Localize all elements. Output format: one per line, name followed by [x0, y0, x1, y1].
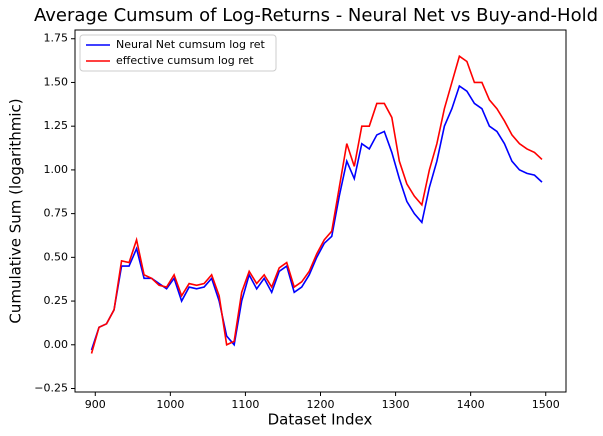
legend-label: Neural Net cumsum log ret	[116, 38, 266, 51]
y-tick-label: 1.25	[44, 119, 69, 132]
y-axis-label: Cumulative Sum (logarithmic)	[7, 98, 25, 323]
x-axis-label: Dataset Index	[268, 411, 373, 429]
y-tick-label: 1.50	[44, 75, 69, 88]
y-tick-label: 0.75	[44, 207, 69, 220]
x-tick-label: 1200	[307, 398, 335, 411]
y-tick-label: 1.75	[44, 32, 69, 45]
y-tick-label: −0.25	[34, 382, 68, 395]
x-tick-label: 900	[85, 398, 106, 411]
legend-label: effective cumsum log ret	[116, 54, 254, 67]
series-line	[90, 54, 543, 354]
series-line	[90, 84, 543, 351]
legend: Neural Net cumsum log ret effective cumsu…	[79, 34, 277, 72]
plot-frame	[74, 29, 567, 393]
y-tick-label: 1.00	[44, 163, 69, 176]
x-tick-label: 1400	[457, 398, 485, 411]
x-tick-label: 1100	[231, 398, 259, 411]
x-tick-label: 1000	[156, 398, 184, 411]
y-tick-label: 0.50	[44, 250, 69, 263]
y-tick-label: 0.25	[44, 294, 69, 307]
y-tick-label: 0.00	[44, 338, 69, 351]
chart-title: Average Cumsum of Log-Returns - Neural N…	[34, 5, 598, 26]
x-tick-label: 1500	[532, 398, 560, 411]
legend-box	[79, 34, 277, 72]
x-tick-label: 1300	[382, 398, 410, 411]
